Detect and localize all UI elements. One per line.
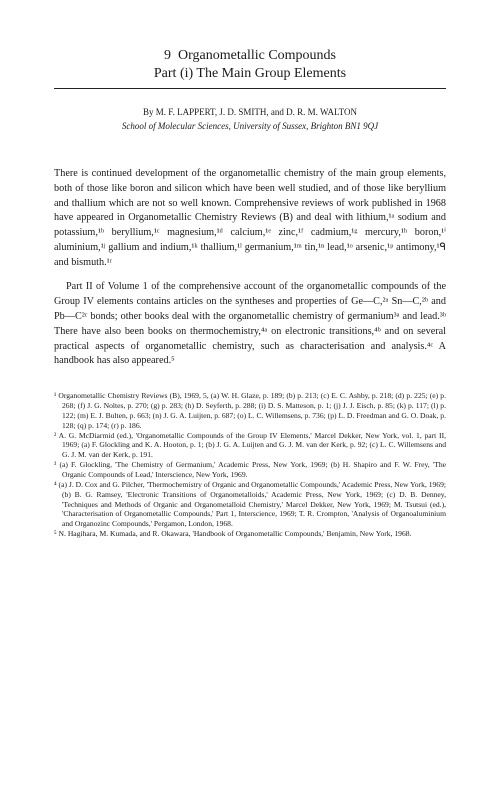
paragraph-2: Part II of Volume 1 of the comprehensive… [54,280,446,369]
page-container: 9 Organometallic Compounds Part (i) The … [0,0,500,579]
authors-names: M. F. LAPPERT, J. D. SMITH, and D. R. M.… [156,107,357,117]
footnote-2: ² A. G. McDiarmid (ed.), 'Organometallic… [54,431,446,461]
byline-prefix: By [143,107,154,117]
footnote-5: ⁵ N. Hagihara, M. Kumada, and R. Okawara… [54,529,446,539]
affiliation-line: School of Molecular Sciences, University… [54,121,446,131]
chapter-number: 9 [164,48,171,63]
paragraph-1: There is continued development of the or… [54,167,446,270]
title-rule [54,88,446,89]
footnote-4: ⁴ (a) J. D. Cox and G. Pilcher, 'Thermoc… [54,480,446,529]
footnotes-block: ¹ Organometallic Chemistry Reviews (B), … [54,391,446,539]
footnote-1: ¹ Organometallic Chemistry Reviews (B), … [54,391,446,430]
part-title: Part (i) The Main Group Elements [54,66,446,82]
authors-line: By M. F. LAPPERT, J. D. SMITH, and D. R.… [54,107,446,117]
footnote-3: ³ (a) F. Glockling, 'The Chemistry of Ge… [54,460,446,480]
chapter-title: 9 Organometallic Compounds [54,48,446,64]
chapter-label: Organometallic Compounds [178,48,336,63]
